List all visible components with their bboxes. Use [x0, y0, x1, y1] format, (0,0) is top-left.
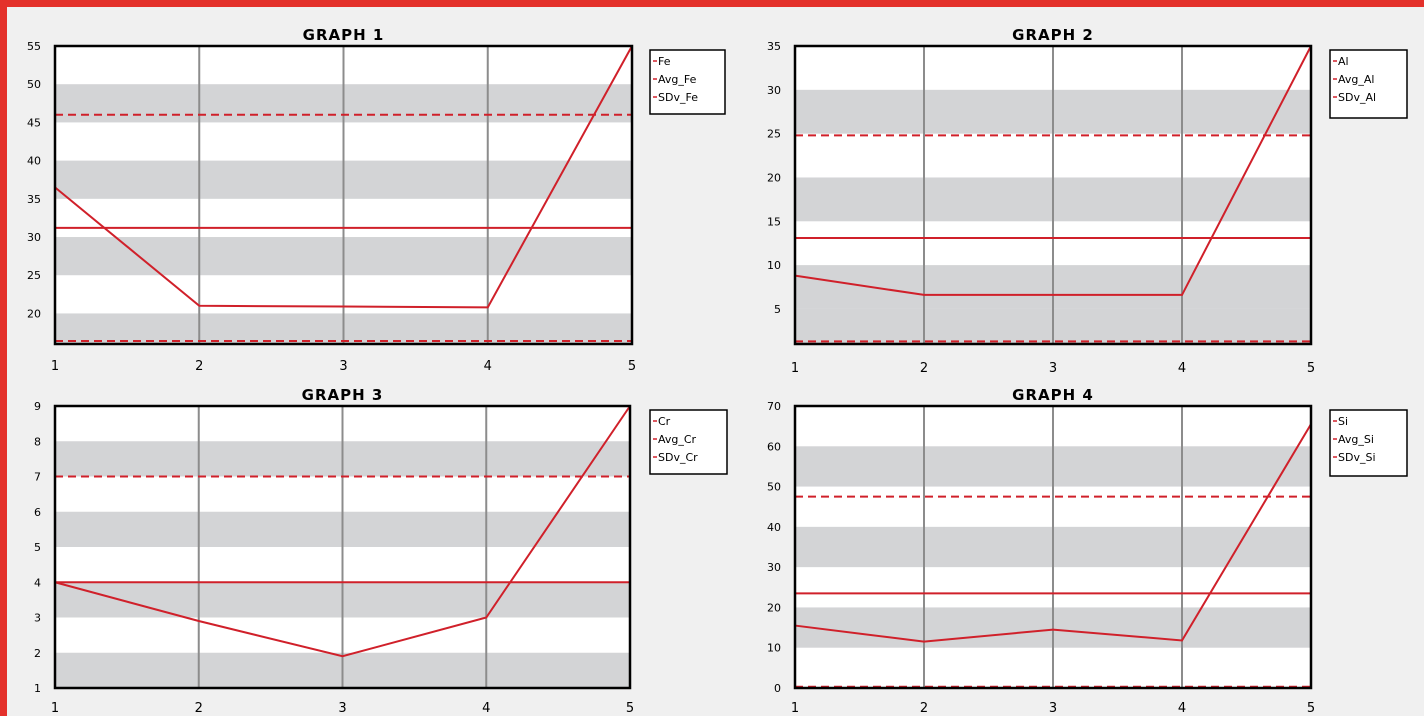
y-tick-label: 40 [767, 521, 781, 534]
y-tick-label: 20 [767, 601, 781, 614]
chart-title: GRAPH 4 [1012, 386, 1094, 404]
y-tick-label: 30 [767, 561, 781, 574]
y-tick-label: 70 [767, 400, 781, 413]
y-tick-label: 50 [767, 481, 781, 494]
legend-entry: Si [1338, 415, 1348, 428]
x-tick-label: 2 [920, 701, 928, 716]
x-tick-label: 5 [1307, 701, 1315, 716]
y-tick-label: 0 [774, 682, 781, 695]
legend-entry: SDv_Si [1338, 451, 1376, 464]
y-tick-label: 10 [767, 642, 781, 655]
x-tick-label: 3 [1049, 701, 1057, 716]
y-tick-label: 60 [767, 440, 781, 453]
legend-entry: Avg_Si [1338, 433, 1374, 446]
x-tick-label: 4 [1178, 701, 1186, 716]
x-tick-label: 1 [791, 701, 799, 716]
